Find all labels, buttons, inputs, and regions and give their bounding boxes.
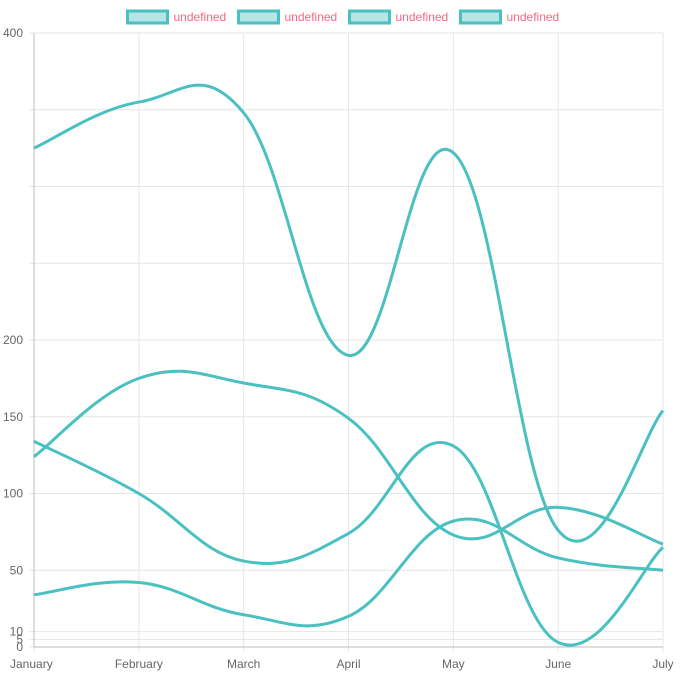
legend-label: undefined: [285, 10, 338, 24]
legend-swatch: [126, 9, 169, 25]
y-tick-label: 400: [3, 26, 23, 40]
legend-label: undefined: [174, 10, 227, 24]
legend-swatch: [237, 9, 280, 25]
x-tick-label: June: [545, 657, 571, 671]
series-line-2: [33, 369, 664, 546]
x-tick-label: July: [652, 657, 673, 671]
legend-swatch: [459, 9, 502, 25]
x-tick-label: March: [227, 657, 260, 671]
y-tick-label: 150: [3, 410, 23, 424]
y-tick-label: 5: [16, 632, 23, 646]
x-tick-label: April: [336, 657, 360, 671]
legend-label: undefined: [396, 10, 449, 24]
series-line-3: [33, 439, 665, 647]
legend-swatch: [348, 9, 391, 25]
y-tick-label: 50: [10, 563, 24, 577]
y-tick-label: 100: [3, 487, 23, 501]
series-line-4: [33, 517, 664, 628]
series-line-1: [33, 83, 665, 543]
legend-label: undefined: [507, 10, 560, 24]
y-tick-label: 0: [16, 640, 23, 654]
x-tick-label: January: [10, 657, 53, 671]
y-tick-label: 10: [10, 625, 24, 639]
y-tick-label: 200: [3, 333, 23, 347]
x-tick-label: May: [442, 657, 465, 671]
series-lines: [33, 83, 665, 647]
x-tick-label: February: [115, 657, 163, 671]
legend: undefined undefined undefined undefined: [126, 9, 560, 25]
